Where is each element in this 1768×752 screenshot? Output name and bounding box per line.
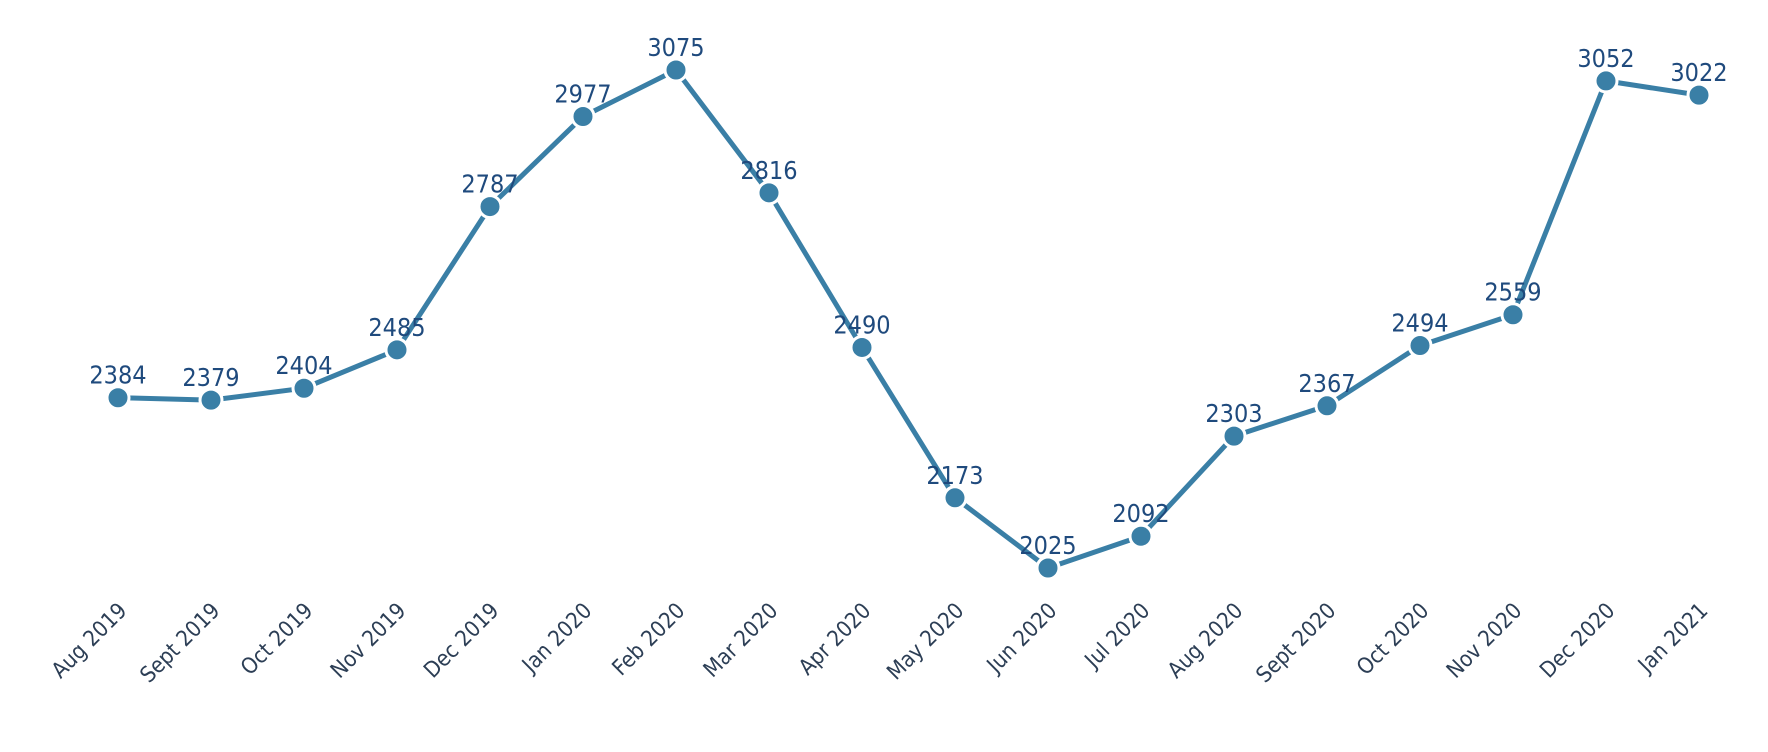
data-label: 2485 xyxy=(368,313,425,342)
data-label: 2559 xyxy=(1484,278,1541,307)
data-label: 2025 xyxy=(1019,531,1076,560)
data-point xyxy=(105,385,131,411)
x-tick-label: Nov 2019 xyxy=(326,599,411,684)
data-label: 2977 xyxy=(554,79,611,108)
x-tick-label: Sept 2019 xyxy=(136,599,226,689)
data-point xyxy=(1221,423,1247,449)
x-tick-label: May 2020 xyxy=(883,599,970,686)
data-point xyxy=(1407,333,1433,359)
data-point xyxy=(663,57,689,83)
data-label: 2379 xyxy=(182,363,239,392)
x-tick-label: Mar 2020 xyxy=(699,599,783,683)
data-label: 2092 xyxy=(1112,499,1169,528)
data-label: 2367 xyxy=(1298,369,1355,398)
data-point xyxy=(1593,68,1619,94)
data-point xyxy=(849,334,875,360)
data-point xyxy=(1314,393,1340,419)
data-point xyxy=(291,375,317,401)
data-point xyxy=(477,194,503,220)
data-point xyxy=(570,103,596,129)
x-tick-label: Sept 2020 xyxy=(1252,599,1342,689)
data-label: 2303 xyxy=(1205,399,1262,428)
data-point xyxy=(1686,82,1712,108)
data-label: 2816 xyxy=(740,156,797,185)
x-tick-label: Jan 2021 xyxy=(1633,599,1714,680)
x-tick-label: Apr 2020 xyxy=(794,599,876,681)
x-axis-tick-labels: Aug 2019 Sept 2019 Oct 2019 Nov 2019 Dec 201… xyxy=(47,599,1713,689)
x-tick-label: Oct 2019 xyxy=(236,599,318,681)
data-label: 3052 xyxy=(1577,44,1634,73)
x-tick-label: Dec 2020 xyxy=(1535,599,1620,684)
data-label: 2490 xyxy=(833,310,890,339)
data-points-layer xyxy=(105,57,1712,581)
series-line-layer xyxy=(115,67,1702,571)
data-point xyxy=(1128,523,1154,549)
x-tick-label: Oct 2020 xyxy=(1352,599,1434,681)
data-label: 2404 xyxy=(275,351,332,380)
x-tick-label: Aug 2019 xyxy=(47,599,132,684)
data-point xyxy=(1500,302,1526,328)
data-label: 2494 xyxy=(1391,309,1448,338)
data-label: 2384 xyxy=(89,361,146,390)
series-line xyxy=(115,67,1702,571)
x-tick-label: Jun 2020 xyxy=(981,599,1062,680)
data-label: 2787 xyxy=(461,170,518,199)
data-labels-layer: 2384 2379 2404 2485 2787 2977 3075 2816 2490 2173… xyxy=(89,33,1727,560)
data-point xyxy=(384,337,410,363)
data-point xyxy=(756,180,782,206)
data-label: 3022 xyxy=(1670,58,1727,87)
x-tick-label: Dec 2019 xyxy=(419,599,504,684)
data-point xyxy=(942,485,968,511)
x-tick-label: Jul 2020 xyxy=(1079,599,1155,675)
data-point xyxy=(198,387,224,413)
data-point xyxy=(1035,555,1061,581)
x-tick-label: Jan 2020 xyxy=(517,599,598,680)
data-label: 2173 xyxy=(926,461,983,490)
data-label: 3075 xyxy=(647,33,704,62)
x-tick-label: Aug 2020 xyxy=(1163,599,1248,684)
x-tick-label: Nov 2020 xyxy=(1442,599,1527,684)
x-tick-label: Feb 2020 xyxy=(608,599,690,681)
